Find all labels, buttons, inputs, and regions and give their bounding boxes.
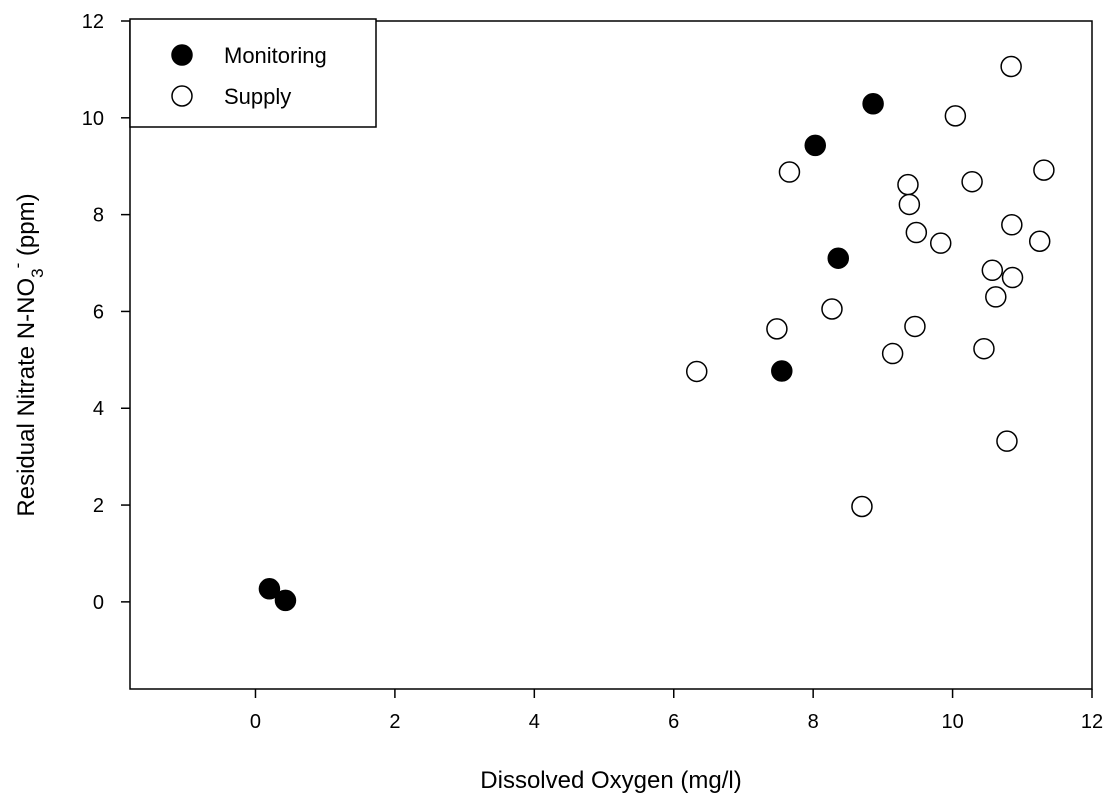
- x-tick-label: 6: [668, 711, 679, 733]
- point-supply: [766, 318, 788, 340]
- x-axis-title: Dissolved Oxygen (mg/l): [480, 767, 741, 794]
- point-monitoring: [274, 589, 297, 612]
- x-tick-label: 10: [941, 711, 963, 733]
- point-supply: [905, 221, 928, 244]
- point-supply: [778, 161, 801, 183]
- point-supply: [973, 337, 995, 360]
- legend-box: [129, 18, 377, 128]
- y-tick-label: 0: [93, 592, 104, 614]
- y-tick-label: 12: [82, 11, 104, 33]
- plot-frame: [129, 20, 1093, 690]
- point-supply: [1028, 230, 1051, 252]
- point-monitoring: [771, 360, 793, 382]
- legend: Monitoring Supply: [129, 18, 377, 128]
- point-monitoring: [827, 247, 850, 269]
- legend-label-monitoring: Monitoring: [224, 43, 327, 68]
- y-axis-title: Residual Nitrate N-NO3- (ppm): [8, 193, 47, 516]
- x-tick-label: 12: [1081, 711, 1103, 733]
- point-supply: [897, 173, 919, 196]
- legend-marker-monitoring: [171, 44, 193, 66]
- point-supply: [996, 430, 1018, 452]
- point-supply: [898, 193, 921, 216]
- point-supply: [904, 315, 926, 338]
- point-supply: [944, 105, 967, 127]
- y-tick-label: 2: [93, 495, 104, 517]
- point-supply: [981, 259, 1004, 282]
- legend-marker-supply: [171, 85, 193, 107]
- y-tick-label: 6: [93, 301, 104, 323]
- point-supply: [881, 342, 904, 365]
- y-axis-title-subscript: 3: [28, 268, 47, 277]
- point-monitoring: [804, 134, 827, 157]
- point-supply: [929, 232, 952, 254]
- x-tick-label: 8: [808, 711, 819, 733]
- y-axis-title-group: Residual Nitrate N-NO3- (ppm): [8, 193, 47, 516]
- point-supply: [821, 298, 843, 320]
- y-tick-label: 8: [93, 205, 104, 227]
- y-axis-title-suffix: (ppm): [13, 193, 40, 262]
- x-axis-ticks: 0 2 4 6 8 10 12: [250, 689, 1103, 733]
- y-tick-label: 4: [93, 398, 104, 420]
- data-points: [258, 55, 1055, 612]
- point-supply: [1001, 266, 1024, 289]
- point-supply: [961, 170, 983, 193]
- x-tick-label: 2: [389, 711, 400, 733]
- point-monitoring: [862, 93, 884, 115]
- y-axis-title-prefix: Residual Nitrate N-NO: [13, 278, 40, 517]
- point-supply: [1033, 159, 1055, 181]
- point-supply: [851, 495, 873, 518]
- point-supply: [685, 360, 708, 383]
- point-supply: [1000, 55, 1022, 78]
- point-monitoring: [258, 578, 281, 600]
- y-axis-title-superscript: -: [8, 263, 27, 269]
- point-supply: [985, 286, 1007, 308]
- y-axis-ticks: 0 2 4 6 8 10 12: [82, 11, 130, 614]
- y-tick-label: 10: [82, 108, 104, 130]
- x-tick-label: 0: [250, 711, 261, 733]
- x-tick-label: 4: [529, 711, 540, 733]
- point-supply: [1001, 214, 1023, 236]
- legend-label-supply: Supply: [224, 84, 291, 109]
